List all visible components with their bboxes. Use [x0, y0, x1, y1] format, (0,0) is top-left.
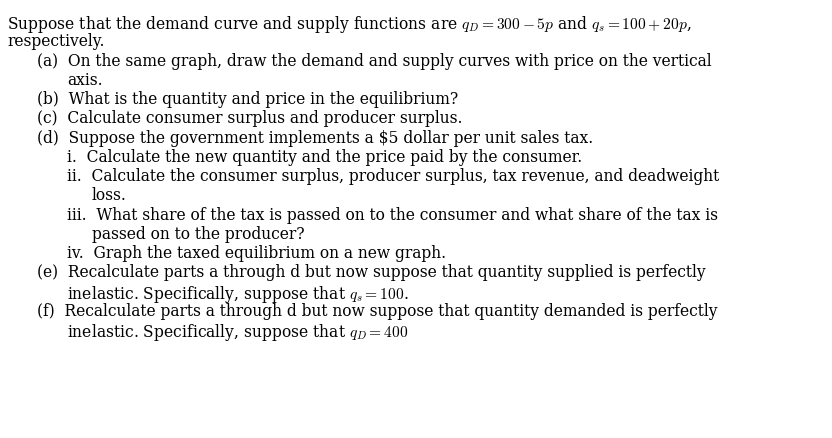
- Text: (b)  What is the quantity and price in the equilibrium?: (b) What is the quantity and price in th…: [37, 91, 458, 108]
- Text: (e)  Recalculate parts a through d but now suppose that quantity supplied is per: (e) Recalculate parts a through d but no…: [37, 265, 706, 282]
- Text: iv.  Graph the taxed equilibrium on a new graph.: iv. Graph the taxed equilibrium on a new…: [67, 245, 446, 262]
- Text: passed on to the producer?: passed on to the producer?: [92, 226, 305, 243]
- Text: loss.: loss.: [92, 187, 126, 205]
- Text: inelastic. Specifically, suppose that $q_s = 100$.: inelastic. Specifically, suppose that $q…: [67, 284, 409, 305]
- Text: (c)  Calculate consumer surplus and producer surplus.: (c) Calculate consumer surplus and produ…: [37, 110, 463, 127]
- Text: respectively.: respectively.: [7, 33, 105, 50]
- Text: (f)  Recalculate parts a through d but now suppose that quantity demanded is per: (f) Recalculate parts a through d but no…: [37, 303, 717, 320]
- Text: i.  Calculate the new quantity and the price paid by the consumer.: i. Calculate the new quantity and the pr…: [67, 149, 582, 166]
- Text: (a)  On the same graph, draw the demand and supply curves with price on the vert: (a) On the same graph, draw the demand a…: [37, 53, 711, 70]
- Text: inelastic. Specifically, suppose that $q_D = 400$: inelastic. Specifically, suppose that $q…: [67, 322, 409, 343]
- Text: Suppose that the demand curve and supply functions are $q_D = 300-5p$ and $q_s =: Suppose that the demand curve and supply…: [7, 14, 691, 35]
- Text: ii.  Calculate the consumer surplus, producer surplus, tax revenue, and deadweig: ii. Calculate the consumer surplus, prod…: [67, 168, 719, 185]
- Text: axis.: axis.: [67, 72, 102, 89]
- Text: iii.  What share of the tax is passed on to the consumer and what share of the t: iii. What share of the tax is passed on …: [67, 207, 718, 224]
- Text: (d)  Suppose the government implements a $5 dollar per unit sales tax.: (d) Suppose the government implements a …: [37, 130, 593, 147]
